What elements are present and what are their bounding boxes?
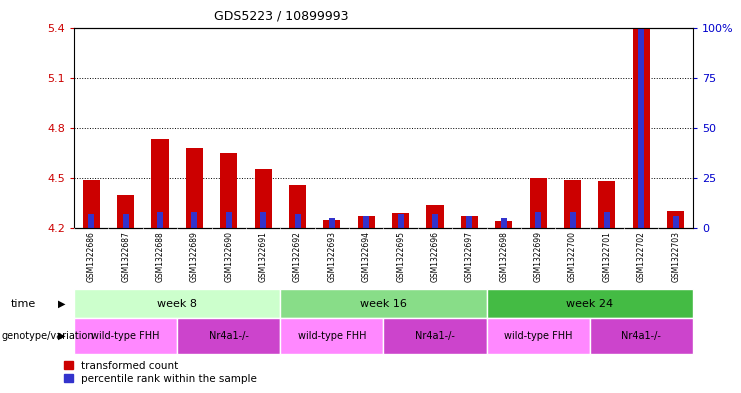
Text: GSM1322689: GSM1322689	[190, 231, 199, 282]
Text: week 24: week 24	[566, 299, 614, 309]
Bar	[151, 140, 169, 228]
Bar	[220, 153, 237, 228]
Bar	[633, 28, 650, 228]
Text: GSM1322690: GSM1322690	[225, 231, 233, 282]
Text: time: time	[11, 299, 36, 309]
Bar	[88, 214, 94, 228]
Text: GSM1322700: GSM1322700	[568, 231, 577, 282]
Bar	[398, 214, 404, 228]
Bar	[123, 214, 129, 228]
Text: week 8: week 8	[157, 299, 197, 309]
Bar	[191, 212, 197, 228]
Text: GSM1322703: GSM1322703	[671, 231, 680, 282]
Text: GSM1322701: GSM1322701	[602, 231, 611, 282]
Text: GSM1322686: GSM1322686	[87, 231, 96, 282]
Bar	[255, 169, 272, 228]
Bar	[426, 205, 444, 228]
Text: GSM1322692: GSM1322692	[293, 231, 302, 282]
Text: Nr4a1-/-: Nr4a1-/-	[415, 331, 455, 341]
Text: wild-type FHH: wild-type FHH	[504, 331, 572, 341]
Bar	[570, 212, 576, 228]
Bar	[598, 181, 616, 228]
Bar	[487, 289, 693, 318]
Bar	[280, 289, 487, 318]
Bar	[638, 28, 644, 228]
Text: GSM1322687: GSM1322687	[122, 231, 130, 282]
Bar	[260, 212, 266, 228]
Text: GSM1322695: GSM1322695	[396, 231, 405, 282]
Text: week 16: week 16	[360, 299, 407, 309]
Bar	[157, 212, 163, 228]
Bar	[117, 195, 134, 228]
Bar	[329, 218, 335, 228]
Bar	[363, 216, 369, 228]
Text: GSM1322693: GSM1322693	[328, 231, 336, 282]
Bar	[323, 220, 341, 228]
Text: GSM1322702: GSM1322702	[637, 231, 645, 282]
Bar	[432, 214, 438, 228]
Text: wild-type FHH: wild-type FHH	[91, 331, 160, 341]
Text: genotype/variation: genotype/variation	[1, 331, 94, 341]
Bar	[590, 318, 693, 354]
Text: GSM1322696: GSM1322696	[431, 231, 439, 282]
Text: GDS5223 / 10899993: GDS5223 / 10899993	[214, 10, 349, 23]
Bar	[294, 214, 301, 228]
Bar	[667, 211, 684, 228]
Bar	[74, 318, 177, 354]
Bar	[289, 185, 306, 228]
Text: GSM1322698: GSM1322698	[499, 231, 508, 282]
Text: GSM1322691: GSM1322691	[259, 231, 268, 282]
Bar	[673, 216, 679, 228]
Bar	[384, 318, 487, 354]
Text: Nr4a1-/-: Nr4a1-/-	[622, 331, 661, 341]
Legend: transformed count, percentile rank within the sample: transformed count, percentile rank withi…	[64, 361, 257, 384]
Bar	[535, 212, 541, 228]
Bar	[226, 212, 232, 228]
Bar	[495, 221, 512, 228]
Bar	[564, 180, 581, 228]
Text: GSM1322699: GSM1322699	[534, 231, 542, 282]
Bar	[177, 318, 280, 354]
Bar	[83, 180, 100, 228]
Bar	[530, 178, 547, 228]
Bar	[392, 213, 409, 228]
Text: GSM1322694: GSM1322694	[362, 231, 370, 282]
Text: GSM1322697: GSM1322697	[465, 231, 474, 282]
Bar	[604, 212, 610, 228]
Bar	[186, 148, 203, 228]
Text: ▶: ▶	[58, 299, 65, 309]
Text: GSM1322688: GSM1322688	[156, 231, 165, 282]
Bar	[501, 218, 507, 228]
Bar	[487, 318, 590, 354]
Text: wild-type FHH: wild-type FHH	[298, 331, 366, 341]
Text: Nr4a1-/-: Nr4a1-/-	[209, 331, 249, 341]
Text: ▶: ▶	[58, 331, 65, 341]
Bar	[74, 289, 280, 318]
Bar	[280, 318, 384, 354]
Bar	[358, 216, 375, 228]
Bar	[461, 216, 478, 228]
Bar	[466, 216, 473, 228]
